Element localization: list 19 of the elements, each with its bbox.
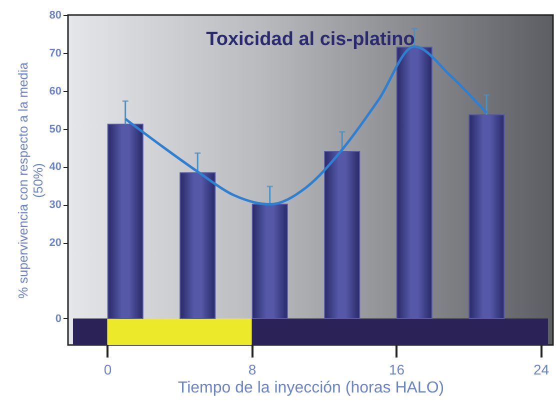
bar [180, 172, 216, 319]
x-tick-label: 24 [533, 362, 550, 378]
y-tick-label: 70 [49, 47, 62, 60]
y-tick-label: 30 [49, 199, 62, 212]
y-tick-label: 0 [55, 312, 62, 325]
y-axis-title: % supervivencia con respecto a la media (50%) [15, 62, 46, 299]
y-tick-label: 20 [49, 237, 62, 250]
x-tick-label: 0 [104, 362, 112, 378]
x-axis-title: Tiempo de la inyección (horas HALO) [178, 380, 444, 396]
y-tick-label: 60 [49, 85, 62, 98]
x-tick-label: 8 [248, 362, 256, 378]
y-tick-label: 80 [49, 10, 62, 22]
x-tick-label: 16 [389, 362, 405, 378]
bar [252, 204, 288, 319]
bar [107, 124, 144, 319]
bar [324, 151, 360, 319]
bar [468, 114, 505, 319]
y-tick-label: 40 [49, 161, 62, 174]
y-tick-label: 50 [49, 123, 62, 136]
